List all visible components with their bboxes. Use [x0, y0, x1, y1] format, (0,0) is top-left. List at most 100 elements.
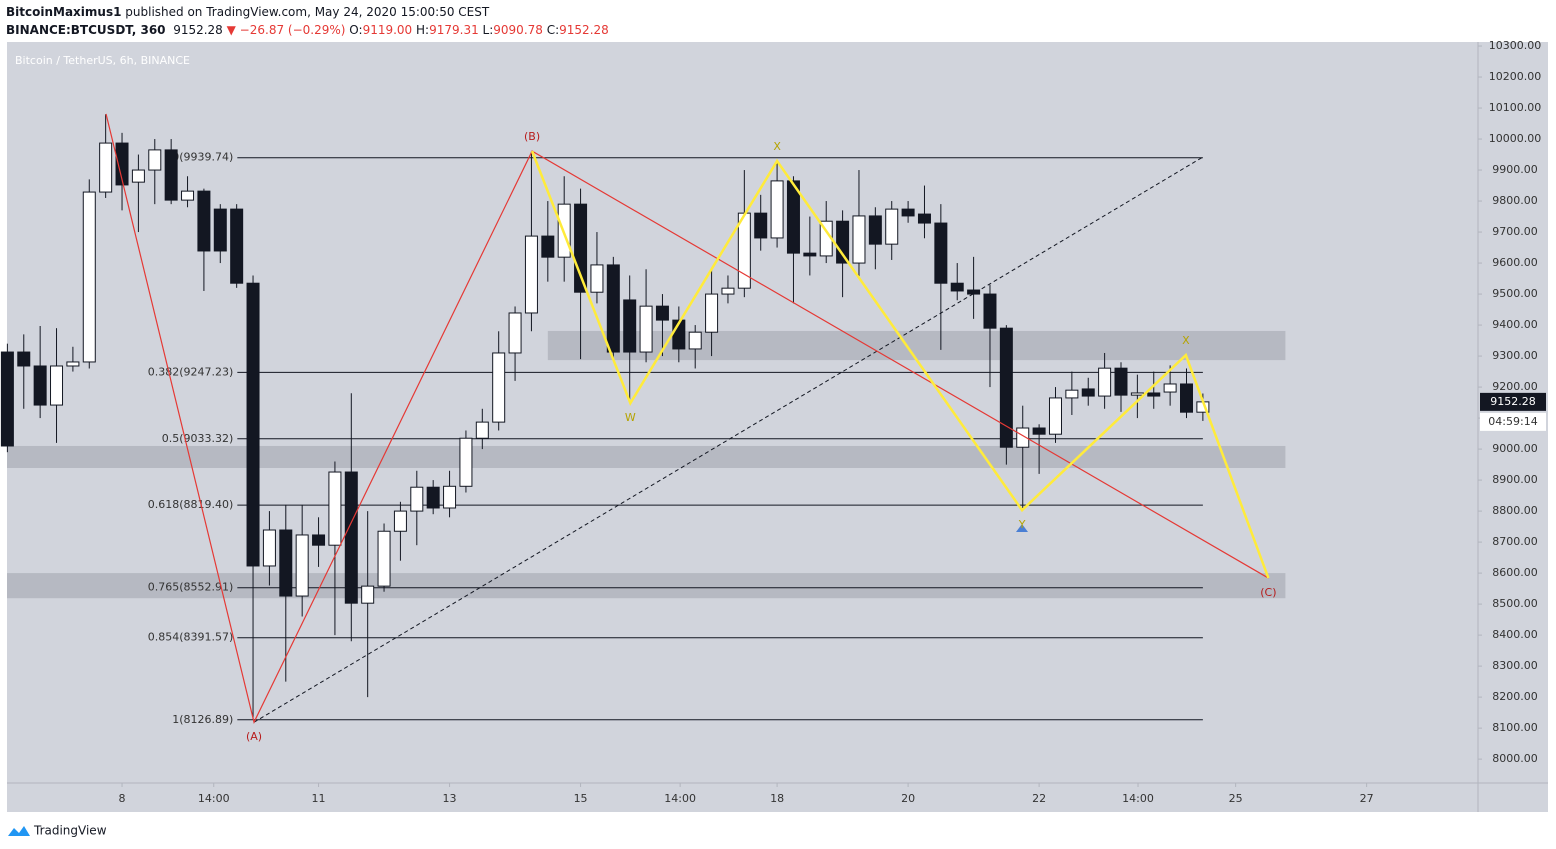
candle-body [836, 220, 850, 264]
y-tick-label: 9400.00 [1492, 318, 1538, 331]
wave-label: X [1182, 334, 1190, 347]
candle-body [606, 264, 620, 353]
y-tick-label: 8500.00 [1492, 597, 1538, 610]
y-tick-label: 10100.00 [1489, 101, 1542, 114]
candle-body [721, 287, 735, 295]
y-tick-label: 9600.00 [1492, 256, 1538, 269]
candle-body [1032, 427, 1046, 435]
candle-body [1163, 383, 1177, 393]
header-line-1: BitcoinMaximus1 published on TradingView… [6, 3, 609, 21]
y-tick-label: 8900.00 [1492, 473, 1538, 486]
zone [7, 573, 1286, 599]
published: published on TradingView.com, May 24, 20… [125, 5, 490, 19]
ohlc-key: H: [416, 23, 430, 37]
candle-body [1098, 367, 1112, 397]
candle-body [115, 142, 129, 186]
brand-name: TradingView [33, 824, 107, 838]
candle-body [524, 235, 538, 314]
candle-body [1065, 389, 1079, 399]
ohlc-value: 9152.28 [559, 23, 609, 37]
wave-line [530, 150, 1270, 579]
y-tick-label: 8300.00 [1492, 659, 1538, 672]
y-tick-label: 9700.00 [1492, 225, 1538, 238]
candle-body [443, 485, 457, 509]
candle-body [1147, 392, 1161, 397]
change: ▼ −26.87 (−0.29%) [226, 23, 346, 37]
x-tick-label: 14:00 [198, 792, 230, 805]
candle-body [475, 421, 489, 439]
wave-label: X [773, 140, 781, 153]
wave-label: (A) [246, 730, 262, 743]
candle-body [1081, 388, 1095, 397]
candle-body [901, 208, 915, 217]
candle-body [66, 361, 80, 367]
ohlc-value: 9179.31 [429, 23, 479, 37]
candle-body [868, 215, 882, 245]
candle-body [999, 327, 1013, 448]
candle-body [754, 212, 768, 239]
price: 9152.28 [173, 23, 223, 37]
candle-body [181, 190, 195, 201]
y-tick-label: 10300.00 [1489, 39, 1542, 52]
candle-body [885, 208, 899, 245]
candle-body [967, 289, 981, 295]
candle-body [279, 529, 293, 597]
candle-body [33, 365, 47, 406]
candle-body [230, 208, 244, 284]
x-tick-label: 14:00 [1122, 792, 1154, 805]
candle-body [655, 305, 669, 321]
candle-body [410, 486, 424, 512]
wave-label: W [625, 411, 636, 424]
x-tick-label: 13 [443, 792, 457, 805]
candle-body [148, 149, 162, 171]
x-tick-label: 20 [901, 792, 915, 805]
x-tick-label: 14:00 [664, 792, 696, 805]
ohlc-value: 9090.78 [493, 23, 543, 37]
candle-body [246, 282, 260, 567]
candle-body [1114, 367, 1128, 396]
candle-body [1048, 397, 1062, 435]
candle-body [213, 208, 227, 252]
candle-body [1016, 427, 1030, 448]
candle-body [786, 180, 800, 254]
candle-body [328, 471, 342, 546]
y-tick-label: 9300.00 [1492, 349, 1538, 362]
y-tick-label: 9000.00 [1492, 442, 1538, 455]
zone [7, 445, 1286, 468]
candle-body [688, 331, 702, 350]
candle-body [705, 293, 719, 333]
y-tick-label: 10000.00 [1489, 132, 1542, 145]
brand: TradingView [8, 824, 107, 838]
symbol: BINANCE:BTCUSDT, 360 [6, 23, 166, 37]
candle-body [950, 282, 964, 292]
candle-body [295, 534, 309, 597]
x-tick-label: 15 [574, 792, 588, 805]
wave-label: (B) [524, 130, 540, 143]
author: BitcoinMaximus1 [6, 5, 122, 19]
x-tick-label: 22 [1032, 792, 1046, 805]
trend-line [253, 156, 1204, 723]
x-tick-label: 11 [312, 792, 326, 805]
header-line-2: BINANCE:BTCUSDT, 360 9152.28 ▼ −26.87 (−… [6, 21, 609, 39]
candle-body [803, 252, 817, 257]
y-tick-label: 8700.00 [1492, 535, 1538, 548]
candle-body [50, 365, 64, 406]
x-tick-label: 8 [119, 792, 126, 805]
y-tick-label: 8800.00 [1492, 504, 1538, 517]
candle-body [0, 351, 14, 447]
ohlc-key: O: [349, 23, 363, 37]
y-tick-label: 9900.00 [1492, 163, 1538, 176]
candle-body [312, 534, 326, 546]
candle-body [639, 305, 653, 353]
candle-body [852, 215, 866, 264]
candle-body [590, 264, 604, 293]
wave-label: Y [1018, 518, 1026, 531]
y-tick-label: 8600.00 [1492, 566, 1538, 579]
x-tick-label: 18 [770, 792, 784, 805]
price-tag-label: 9152.28 [1490, 395, 1536, 408]
candle-body [508, 312, 522, 354]
fib-label: 0.765(8552.91) [148, 581, 234, 594]
y-tick-label: 8100.00 [1492, 721, 1538, 734]
y-tick-label: 8200.00 [1492, 690, 1538, 703]
